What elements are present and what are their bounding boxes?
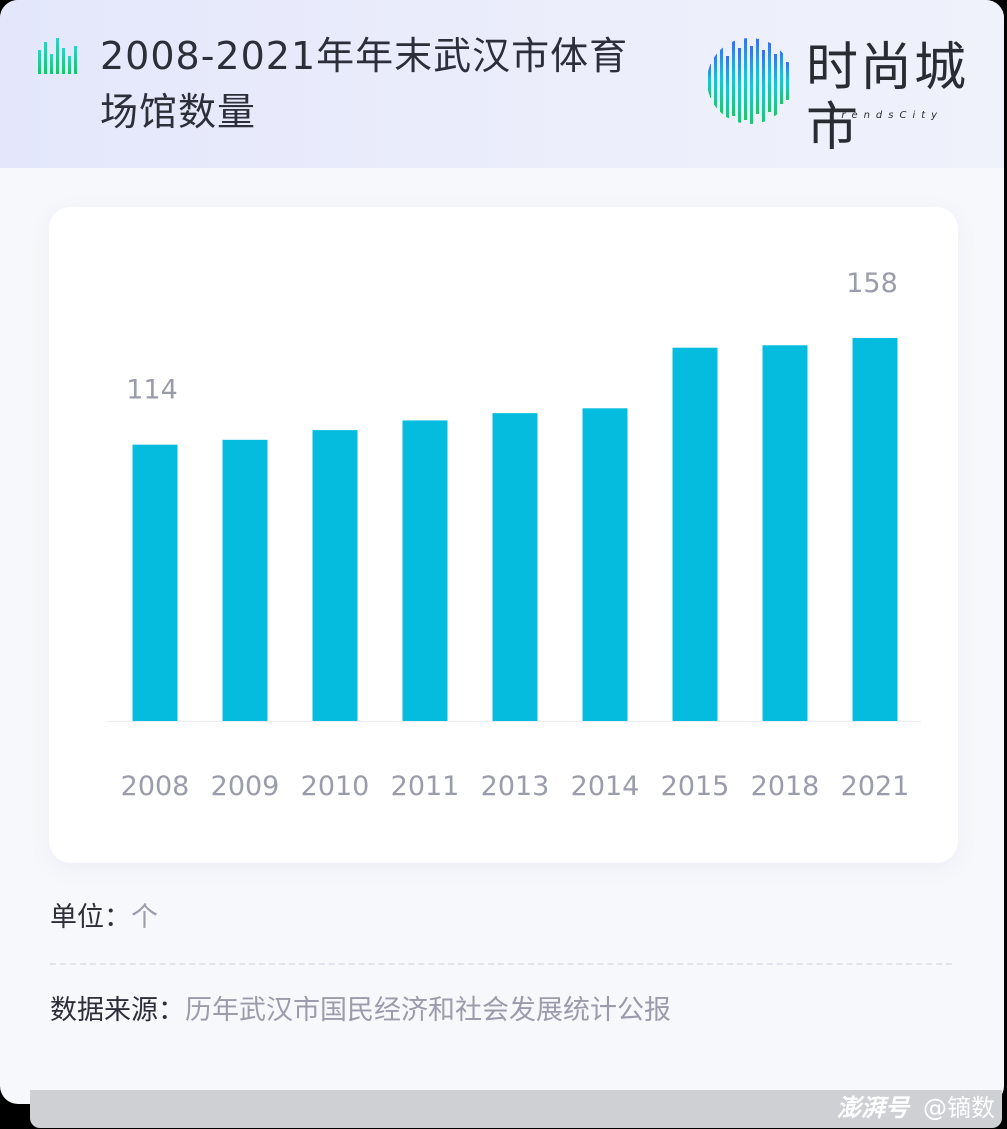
bar-2011 xyxy=(402,420,448,721)
bar-2013 xyxy=(492,413,538,721)
x-tick-label-2010: 2010 xyxy=(301,771,370,802)
chart-card: 2008-2021年年末武汉市体育场馆数量 xyxy=(0,0,1004,1104)
x-tick-label-2009: 2009 xyxy=(211,771,280,802)
x-tick-label-2021: 2021 xyxy=(841,771,910,802)
source-note: 数据来源：历年武汉市国民经济和社会发展统计公报 xyxy=(50,991,671,1031)
x-tick-label-2011: 2011 xyxy=(391,771,460,802)
unit-value: 个 xyxy=(131,902,158,933)
unit-note: 单位：个 xyxy=(50,898,158,938)
bar-2014 xyxy=(582,408,628,721)
unit-label: 单位： xyxy=(50,902,131,933)
data-label-2008: 114 xyxy=(126,375,178,406)
page-title: 2008-2021年年末武汉市体育场馆数量 xyxy=(100,34,629,134)
card-header: 2008-2021年年末武汉市体育场馆数量 xyxy=(0,0,1004,168)
x-tick-label-2013: 2013 xyxy=(481,771,550,802)
x-tick-label-2014: 2014 xyxy=(571,771,640,802)
bar-chart-icon xyxy=(38,38,77,74)
watermark: 澎湃号 @镝数 xyxy=(837,1092,995,1124)
dashed-divider xyxy=(50,963,952,965)
bar-2009 xyxy=(222,439,268,721)
card-bottom-shadow xyxy=(30,1090,1002,1128)
bar-2018 xyxy=(762,345,808,721)
bar-2015 xyxy=(672,347,718,721)
watermark-author: @镝数 xyxy=(923,1094,995,1122)
x-tick-label-2018: 2018 xyxy=(751,771,820,802)
trendscity-logo-icon xyxy=(708,38,789,124)
x-tick-label-2015: 2015 xyxy=(661,771,730,802)
bar-2021 xyxy=(852,338,898,721)
bar-chart: 2008 114 2009 2010 2011 2013 2014 2015 2018 2021 1… xyxy=(107,268,921,802)
data-label-2021: 158 xyxy=(846,268,898,299)
bar-2010 xyxy=(312,430,358,721)
source-value: 历年武汉市国民经济和社会发展统计公报 xyxy=(185,995,671,1026)
source-label: 数据来源： xyxy=(50,995,185,1026)
chart-panel: 2008 114 2009 2010 2011 2013 2014 2015 2018 2021 1… xyxy=(49,207,958,863)
logo-text: 时尚城市 xyxy=(806,38,969,158)
bar-2008 xyxy=(132,444,178,721)
x-tick-label-2008: 2008 xyxy=(121,771,190,802)
watermark-brand: 澎湃号 xyxy=(837,1094,909,1122)
logo-subtitle: TrendsCity xyxy=(830,110,944,121)
